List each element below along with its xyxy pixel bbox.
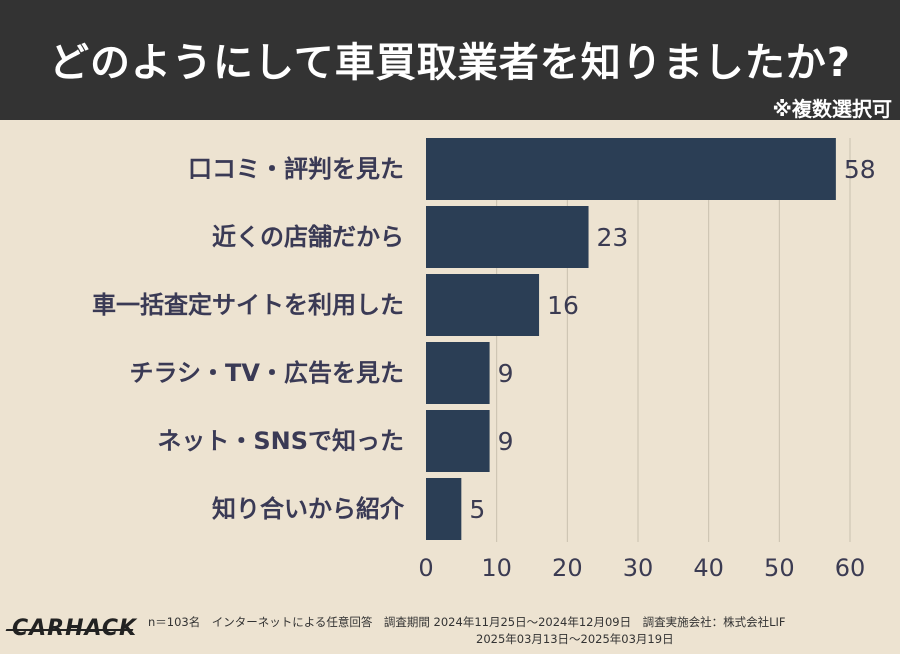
x-tick-label-30: 30 (623, 554, 654, 582)
header-bar: どのようにして車買取業者を知りましたか? ※複数選択可 (0, 0, 900, 121)
category-label-3: チラシ・TV・広告を見た (130, 359, 404, 387)
footer-line-1: n＝103名 インターネットによる任意回答 調査期間 2024年11月25日〜2… (148, 615, 786, 629)
bar-chart: 口コミ・評判を見た 58 近くの店舗だから 23 車一括査定サイトを利用した 16 チラシ・… (92, 138, 876, 582)
value-label-5: 5 (469, 495, 485, 524)
value-label-3: 9 (498, 359, 514, 388)
category-label-1: 近くの店舗だから (212, 223, 404, 251)
bar-5 (426, 478, 462, 540)
chart-area: 口コミ・評判を見た 58 近くの店舗だから 23 車一括査定サイトを利用した 16 チラシ・… (0, 120, 900, 654)
x-tick-label-20: 20 (552, 554, 583, 582)
value-label-1: 23 (597, 223, 629, 252)
category-label-0: 口コミ・評判を見た (188, 155, 404, 183)
category-label-2: 車一括査定サイトを利用した (92, 291, 404, 319)
footer-line-2: 2025年03月13日〜2025年03月19日 (476, 632, 674, 646)
x-tick-label-60: 60 (835, 554, 866, 582)
chart-title: どのようにして車買取業者を知りましたか? (48, 40, 851, 86)
x-tick-label-50: 50 (764, 554, 795, 582)
category-label-4: ネット・SNSで知った (157, 427, 404, 455)
value-label-2: 16 (547, 291, 579, 320)
bar-2 (426, 274, 540, 336)
multiple-choice-note: ※複数選択可 (772, 97, 892, 121)
value-label-0: 58 (844, 155, 876, 184)
x-tick-label-0: 0 (418, 554, 433, 582)
bar-3 (426, 342, 490, 404)
bar-0 (426, 138, 836, 200)
value-label-4: 9 (498, 427, 514, 456)
x-tick-label-10: 10 (481, 554, 512, 582)
x-tick-label-40: 40 (693, 554, 724, 582)
survey-footer: n＝103名 インターネットによる任意回答 調査期間 2024年11月25日〜2… (148, 614, 888, 648)
bar-1 (426, 206, 589, 268)
carhack-logo: CARHACK (12, 616, 138, 641)
category-label-5: 知り合いから紹介 (212, 495, 405, 523)
bar-4 (426, 410, 490, 472)
